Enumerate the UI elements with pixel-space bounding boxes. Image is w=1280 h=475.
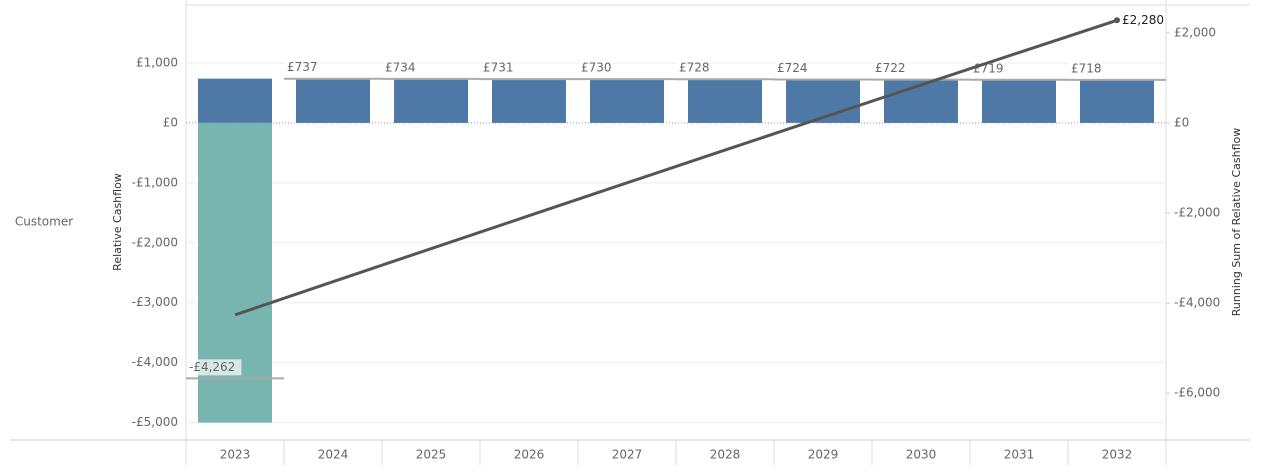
reference-label: £734 (385, 60, 416, 74)
bar (492, 79, 566, 123)
y-tick-label: -£4,000 (132, 355, 178, 369)
y2-tick-label: £0 (1174, 115, 1189, 129)
reference-label: £728 (679, 61, 710, 75)
line (234, 18, 1118, 317)
bar (198, 78, 272, 123)
line-end-point (1114, 17, 1120, 24)
row-label: Customer (15, 215, 73, 229)
y-tick-label: £1,000 (136, 55, 178, 69)
reference-label-bg (1069, 60, 1102, 77)
reference-label: £722 (875, 61, 906, 75)
reference-label: £718 (1071, 61, 1102, 75)
bar (590, 79, 664, 123)
reference-label-bg (383, 59, 416, 76)
y2-axis-title: Running Sum of Relative Cashflow (1230, 128, 1243, 316)
y-tick-label: -£1,000 (132, 175, 178, 189)
y2-tick-label: -£4,000 (1174, 296, 1220, 310)
reference-label: £731 (483, 61, 514, 75)
bar (688, 79, 762, 123)
reference-label-bg (775, 60, 808, 77)
y2-tick-label: -£2,000 (1174, 206, 1220, 220)
y2-tick-label: £2,000 (1174, 25, 1216, 39)
reference-label: £724 (777, 61, 808, 75)
reference-label: £730 (581, 61, 612, 75)
x-tick-label: 2025 (416, 448, 447, 462)
y-tick-label: -£3,000 (132, 295, 178, 309)
y-axis-title: Relative Cashflow (111, 173, 124, 271)
x-tick-label: 2023 (220, 448, 251, 462)
reference-label: -£4,262 (189, 360, 235, 374)
bar (982, 79, 1056, 123)
reference-label-bg (481, 60, 514, 77)
reference-label-bg (285, 59, 318, 76)
line-value-label: £2,280 (1122, 13, 1164, 27)
x-tick-label: 2027 (612, 448, 643, 462)
y2-tick-label: -£6,000 (1174, 386, 1220, 400)
reference-label-bg (677, 60, 710, 77)
reference-label-bg (187, 359, 242, 376)
y-tick-label: £0 (163, 115, 178, 129)
bar (884, 79, 958, 123)
y-tick-label: -£5,000 (132, 415, 178, 429)
y-tick-label: -£2,000 (132, 235, 178, 249)
reference-label-bg (873, 60, 906, 77)
x-tick-label: 2032 (1102, 448, 1133, 462)
bar (296, 78, 370, 123)
x-tick-label: 2030 (906, 448, 937, 462)
bar (786, 79, 860, 123)
x-tick-label: 2031 (1004, 448, 1035, 462)
x-tick-label: 2026 (514, 448, 545, 462)
bar (1080, 79, 1154, 123)
bar (394, 78, 468, 123)
x-tick-label: 2028 (710, 448, 741, 462)
x-tick-label: 2024 (318, 448, 349, 462)
reference-label-bg (579, 60, 612, 77)
x-tick-label: 2029 (808, 448, 839, 462)
reference-label: £737 (287, 60, 318, 74)
